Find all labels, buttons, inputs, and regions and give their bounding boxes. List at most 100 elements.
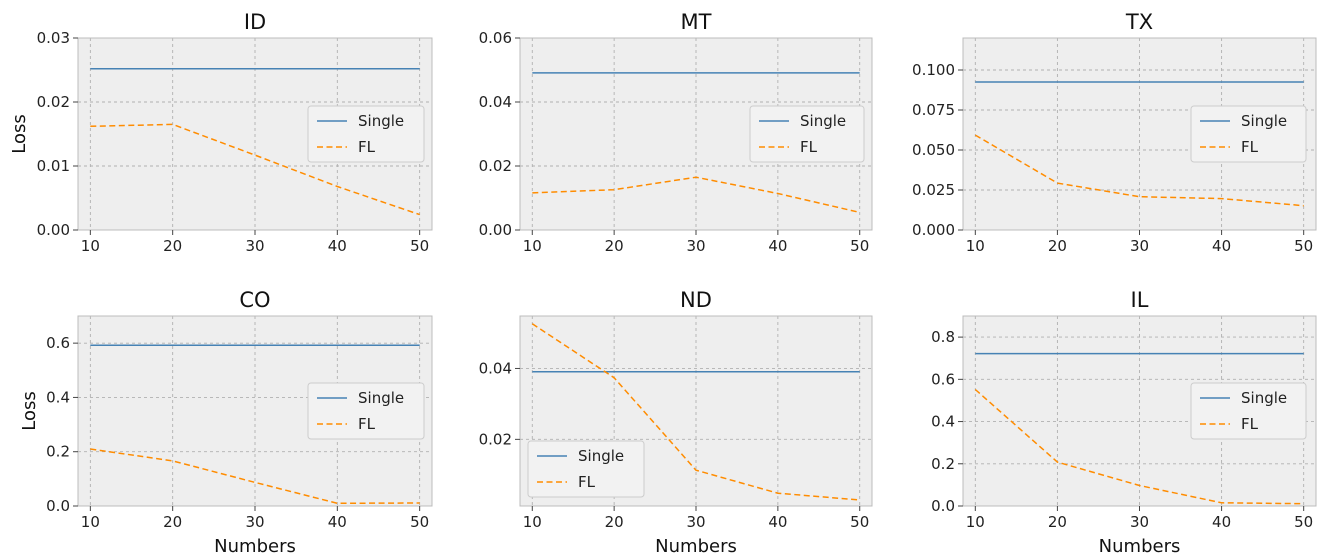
y-axis-label: Loss xyxy=(19,391,40,430)
legend-label-fl: FL xyxy=(578,473,596,491)
y-tick-label: 0.2 xyxy=(46,443,70,461)
legend-box xyxy=(307,105,425,163)
subplot-il: 10 20 30 40 50 0.0 0.2 0.4 0.6 0.8 IL Numbers Single… xyxy=(931,288,1317,557)
x-tick-label: 20 xyxy=(605,237,624,255)
x-tick-label: 10 xyxy=(523,237,542,255)
legend-label-single: Single xyxy=(358,112,404,130)
y-tick-label: 0.04 xyxy=(479,359,512,377)
y-tick-label: 0.04 xyxy=(479,93,512,111)
x-tick-label: 50 xyxy=(410,513,429,531)
y-tick-label: 0.075 xyxy=(912,101,955,119)
legend-box xyxy=(307,382,425,440)
legend: Single FL xyxy=(1190,105,1307,163)
y-tick-label: 0.02 xyxy=(479,430,512,448)
x-tick-label: 20 xyxy=(1048,513,1067,531)
subplot-nd: 10 20 30 40 50 0.02 0.04 ND Numbers Single FL xyxy=(479,288,873,557)
y-tick-label: 0.00 xyxy=(479,221,512,239)
legend: Single FL xyxy=(749,105,865,163)
x-tick-label: 50 xyxy=(850,237,869,255)
y-tick-label: 0.6 xyxy=(46,334,70,352)
y-tick-label: 0.06 xyxy=(479,29,512,47)
y-tick-label: 0.0 xyxy=(46,497,70,515)
subplot-title: ID xyxy=(244,10,266,34)
x-tick-label: 10 xyxy=(966,513,985,531)
y-tick-label: 0.100 xyxy=(912,61,955,79)
series-line-fl xyxy=(90,123,420,216)
x-axis-label: Numbers xyxy=(1099,536,1181,557)
x-tick-label: 50 xyxy=(410,237,429,255)
x-tick-label: 40 xyxy=(328,237,347,255)
legend: Single FL xyxy=(307,105,425,163)
x-tick-label: 30 xyxy=(245,513,264,531)
y-tick-label: 0.01 xyxy=(37,157,70,175)
legend-label-single: Single xyxy=(1241,389,1287,407)
y-tick-label: 0.00 xyxy=(37,221,70,239)
legend-label-single: Single xyxy=(800,112,846,130)
y-tick-label: 0.2 xyxy=(931,455,955,473)
x-tick-label: 40 xyxy=(768,513,787,531)
series-line-fl xyxy=(531,323,860,501)
x-tick-label: 10 xyxy=(523,513,542,531)
legend-box xyxy=(527,440,645,498)
series-line-fl xyxy=(532,176,860,214)
x-tick-label: 10 xyxy=(81,237,100,255)
y-tick-label: 0.4 xyxy=(46,388,70,406)
legend-box xyxy=(1190,382,1307,440)
x-tick-label: 40 xyxy=(328,513,347,531)
legend-label-fl: FL xyxy=(358,415,376,433)
legend: Single FL xyxy=(527,440,645,498)
legend: Single FL xyxy=(307,382,425,440)
legend-label-single: Single xyxy=(1241,112,1287,130)
x-axis-label: Numbers xyxy=(214,536,296,557)
x-tick-label: 40 xyxy=(1212,237,1231,255)
subplot-tx: 10 20 30 40 50 0.000 0.025 0.050 0.075 0.100 TX Sin… xyxy=(912,10,1317,255)
subplot-id: 10 20 30 40 50 0.00 0.01 0.02 0.03 ID Loss Single FL xyxy=(9,10,433,255)
x-axis-label: Numbers xyxy=(655,536,737,557)
x-tick-label: 10 xyxy=(966,237,985,255)
legend-label-fl: FL xyxy=(1241,138,1259,156)
legend-label-single: Single xyxy=(358,389,404,407)
y-tick-label: 0.6 xyxy=(931,370,955,388)
x-tick-label: 30 xyxy=(686,513,705,531)
y-tick-label: 0.02 xyxy=(479,157,512,175)
x-tick-label: 20 xyxy=(605,513,624,531)
x-tick-label: 40 xyxy=(1212,513,1231,531)
y-tick-label: 0.4 xyxy=(931,413,955,431)
subplot-title: ND xyxy=(680,288,712,312)
y-tick-label: 0.8 xyxy=(931,328,955,346)
y-tick-label: 0.025 xyxy=(912,181,955,199)
x-tick-label: 20 xyxy=(1048,237,1067,255)
series-line-fl xyxy=(974,134,1304,207)
x-tick-label: 30 xyxy=(245,237,264,255)
subplot-title: IL xyxy=(1131,288,1149,312)
legend-label-fl: FL xyxy=(1241,415,1259,433)
y-axis-label: Loss xyxy=(9,114,30,153)
y-tick-label: 0.0 xyxy=(931,497,955,515)
legend-label-fl: FL xyxy=(800,138,818,156)
legend: Single FL xyxy=(1190,382,1307,440)
x-tick-label: 50 xyxy=(1294,237,1313,255)
subplot-co: 10 20 30 40 50 0.0 0.2 0.4 0.6 CO Numbers Loss Singl… xyxy=(19,288,433,557)
y-tick-label: 0.050 xyxy=(912,141,955,159)
x-tick-label: 10 xyxy=(81,513,100,531)
x-tick-label: 30 xyxy=(1130,237,1149,255)
x-tick-label: 50 xyxy=(1294,513,1313,531)
series-line-fl xyxy=(90,448,420,505)
y-tick-label: 0.03 xyxy=(37,29,70,47)
y-tick-label: 0.000 xyxy=(912,221,955,239)
subplot-title: MT xyxy=(681,10,712,34)
series-line-fl xyxy=(974,388,1304,505)
x-tick-label: 40 xyxy=(768,237,787,255)
legend-label-single: Single xyxy=(578,447,624,465)
subplot-mt: 10 20 30 40 50 0.00 0.02 0.04 0.06 MT Single FL xyxy=(479,10,873,255)
subplot-title: TX xyxy=(1125,10,1153,34)
y-tick-label: 0.02 xyxy=(37,93,70,111)
subplot-title: CO xyxy=(239,288,270,312)
x-tick-label: 30 xyxy=(686,237,705,255)
legend-box xyxy=(1190,105,1307,163)
x-tick-label: 50 xyxy=(850,513,869,531)
legend-box xyxy=(749,105,865,163)
x-tick-label: 30 xyxy=(1130,513,1149,531)
x-tick-label: 20 xyxy=(163,237,182,255)
